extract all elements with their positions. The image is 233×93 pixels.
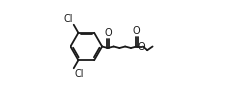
Text: O: O	[104, 28, 112, 38]
Text: O: O	[133, 26, 140, 36]
Text: Cl: Cl	[64, 15, 73, 24]
Text: Cl: Cl	[74, 69, 84, 79]
Text: O: O	[138, 41, 146, 52]
